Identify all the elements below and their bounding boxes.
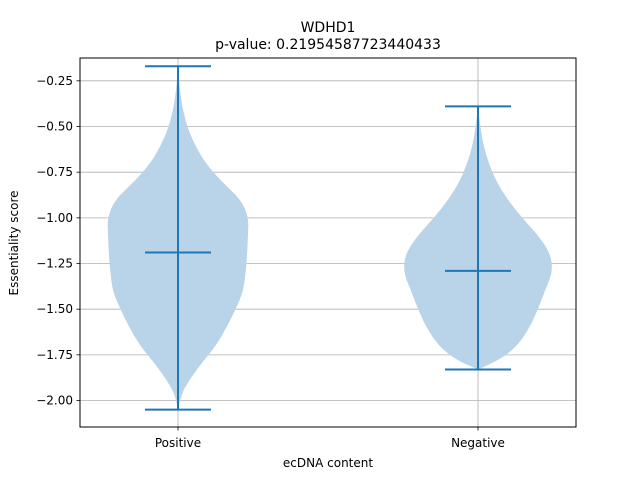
x-tick-label: Positive xyxy=(155,436,201,450)
y-tick-label: −1.75 xyxy=(36,348,73,362)
y-axis: −2.00 −1.75 −1.50 −1.25 −1.00 −0.75 −0.50 −0.25 xyxy=(36,74,80,408)
plot-frame xyxy=(79,57,577,428)
y-tick-label: −0.25 xyxy=(36,74,73,88)
violin-bodies xyxy=(107,66,552,410)
y-tick-label: −1.00 xyxy=(36,211,73,225)
y-tick-label: −0.75 xyxy=(36,165,73,179)
chart-title: WDHD1 xyxy=(301,20,356,36)
x-axis: Positive Negative xyxy=(155,427,505,450)
y-tick-label: −1.50 xyxy=(36,302,73,316)
y-tick-label: −1.25 xyxy=(36,257,73,271)
x-tick-label: Negative xyxy=(451,436,505,450)
x-axis-label: ecDNA content xyxy=(283,456,373,470)
y-tick-label: −2.00 xyxy=(36,394,73,408)
chart-subtitle: p-value: 0.21954587723440433 xyxy=(215,37,441,53)
y-axis-label: Essentiality score xyxy=(7,191,21,296)
violin-lines xyxy=(145,65,511,411)
y-tick-label: −0.50 xyxy=(36,120,73,134)
